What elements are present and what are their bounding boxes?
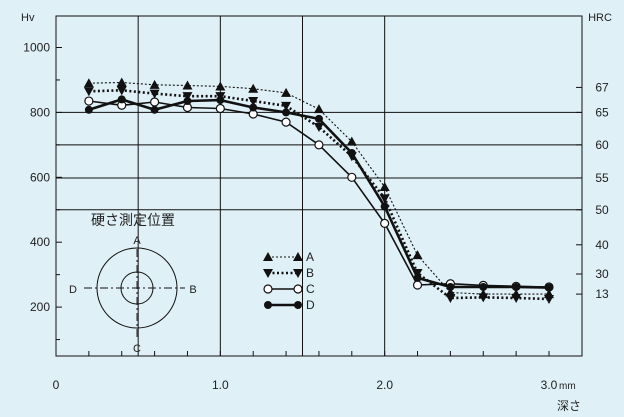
y-axis-title-right: HRC — [588, 12, 612, 24]
data-point-b — [544, 294, 554, 304]
y-tick-label-right: 65 — [595, 105, 609, 119]
data-point-d — [413, 273, 422, 282]
data-point-d — [150, 105, 159, 114]
x-axis-title: 深さ — [557, 399, 581, 413]
data-point-c — [215, 103, 225, 114]
data-point-b — [149, 89, 160, 99]
data-point-a — [116, 77, 127, 87]
data-point-a — [313, 104, 324, 114]
data-point-d — [479, 282, 488, 291]
data-point-b — [116, 86, 127, 96]
legend-marker-b — [293, 269, 303, 278]
data-point-d — [183, 97, 192, 106]
data-point-a — [281, 87, 292, 97]
data-point-a — [83, 78, 94, 88]
data-point-d — [314, 114, 323, 123]
data-point-d — [117, 95, 126, 104]
legend-marker-b — [263, 269, 273, 278]
y-tick-label-left: 200 — [30, 300, 50, 314]
x-tick-label: 2.0 — [376, 378, 393, 392]
data-point-a — [248, 83, 259, 93]
y-tick-label-right: 67 — [595, 80, 609, 94]
y-tick-label-left: 400 — [30, 235, 50, 249]
data-point-c — [380, 218, 390, 228]
legend-label-b: B — [306, 266, 314, 280]
y-tick-label-left: 1000 — [23, 41, 50, 55]
data-point-b — [445, 294, 456, 304]
inset-title: 硬さ測定位置 — [91, 212, 175, 228]
x-tick-label: 3.0 — [541, 378, 558, 392]
data-point-c — [412, 280, 423, 290]
data-point-c — [150, 97, 160, 107]
y-tick-label-right: 50 — [595, 203, 609, 217]
data-point-d — [216, 96, 225, 105]
data-point-b — [281, 101, 292, 111]
data-point-d — [249, 103, 258, 112]
y-tick-label-left: 800 — [30, 105, 50, 119]
inset-label-right: B — [189, 284, 196, 296]
data-point-a — [379, 182, 390, 192]
y-tick-label-right: 60 — [595, 138, 609, 152]
measurement-position-diagram: 硬さ測定位置 A B C D — [69, 212, 197, 355]
series-line-a — [88, 81, 549, 295]
data-point-a — [346, 136, 357, 146]
data-point-a — [182, 80, 193, 90]
x-tick-label: 1.0 — [212, 378, 229, 392]
legend-marker-c — [263, 284, 273, 294]
data-point-d — [347, 148, 356, 157]
data-point-a — [215, 81, 226, 91]
inset-label-left: D — [69, 284, 77, 296]
legend-label-a: A — [306, 250, 314, 264]
y-axis-title-left: Hv — [21, 12, 35, 24]
legend-marker-c — [293, 284, 303, 294]
data-point-a — [149, 79, 160, 89]
data-point-b — [313, 123, 324, 133]
series-line-b — [88, 89, 550, 301]
data-point-b — [182, 92, 193, 102]
legend-label-d: D — [306, 298, 315, 312]
data-point-b — [379, 194, 390, 204]
data-point-d — [84, 105, 93, 114]
data-point-c — [314, 140, 324, 150]
data-point-b — [478, 293, 489, 303]
data-point-d — [380, 202, 389, 211]
inset-label-top: A — [133, 235, 141, 247]
data-point-d — [282, 108, 291, 117]
data-point-c — [281, 117, 291, 127]
x-unit-label: mm — [559, 381, 576, 392]
data-point-b — [83, 87, 94, 97]
y-tick-label-right: 40 — [595, 238, 609, 252]
legend-marker-a — [293, 252, 303, 261]
data-point-b — [248, 97, 259, 107]
data-point-d — [446, 282, 455, 291]
y-tick-label-right: 30 — [595, 267, 609, 281]
data-point-d — [512, 282, 521, 291]
data-point-d — [545, 283, 553, 292]
data-point-c — [84, 96, 94, 106]
y-tick-label-left: 600 — [30, 170, 50, 184]
inset-label-bottom: C — [133, 343, 141, 355]
y-tick-label-right: 55 — [595, 171, 609, 185]
series-layer — [83, 77, 554, 304]
x-tick-label: 0 — [53, 378, 60, 392]
data-point-b — [511, 294, 522, 304]
legend-marker-a — [263, 252, 273, 261]
legend-label-c: C — [306, 282, 315, 296]
data-point-a — [412, 250, 423, 260]
legend-marker-d — [264, 301, 272, 309]
data-point-c — [347, 172, 357, 182]
tick-labels: 200 400 600 800 1000 13 30 40 50 55 60 65 67 0 1.0 2.0 3… — [21, 12, 612, 413]
legend-marker-d — [294, 301, 302, 309]
y-tick-label-right: 13 — [595, 287, 609, 301]
